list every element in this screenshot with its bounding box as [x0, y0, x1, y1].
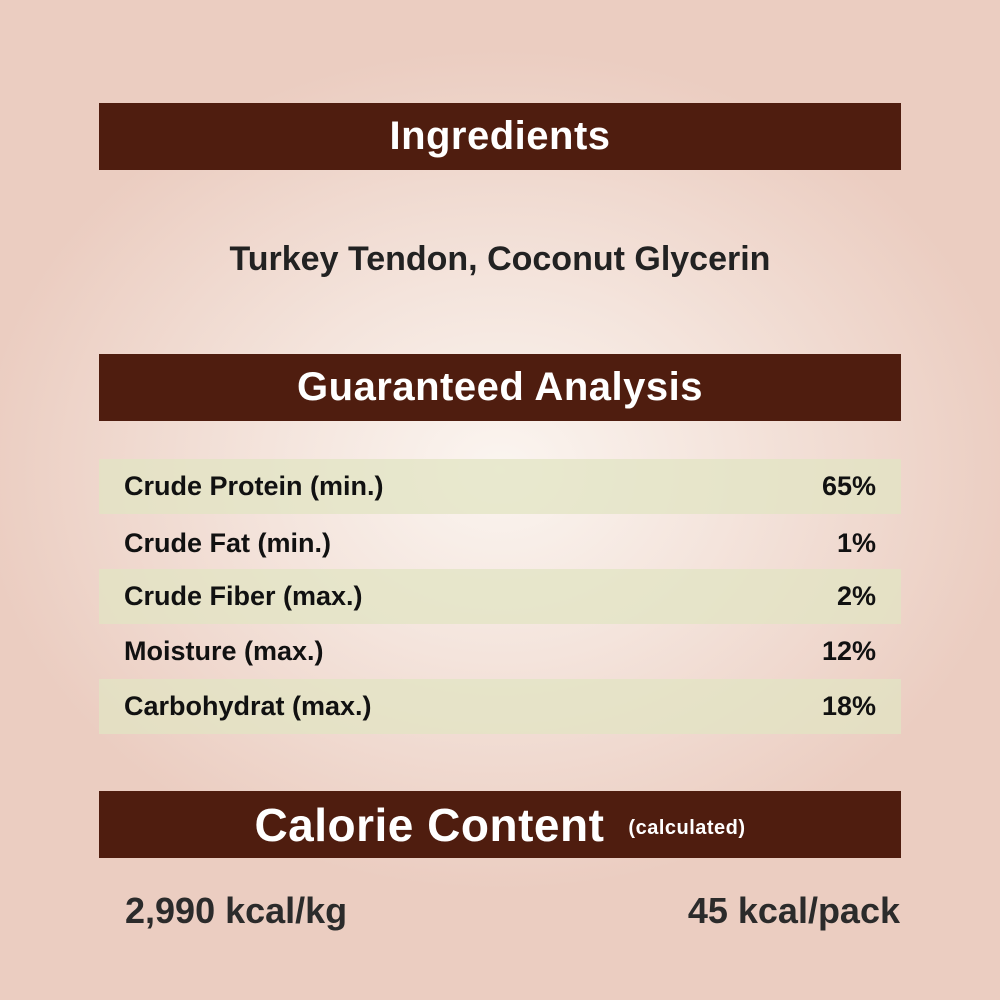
calorie-per-kg: 2,990 kcal/kg	[125, 890, 348, 931]
analysis-title: Guaranteed Analysis	[297, 365, 703, 409]
calorie-header: Calorie Content (calculated)	[99, 791, 901, 858]
ingredients-title: Ingredients	[389, 114, 611, 158]
ingredients-text: Turkey Tendon, Coconut Glycerin	[229, 240, 771, 278]
ingredients-header: Ingredients	[99, 103, 901, 170]
calorie-per-pack: 45 kcal/pack	[687, 890, 900, 931]
row-label: Crude Fiber (max.)	[124, 581, 363, 611]
row-value: 18%	[821, 691, 876, 721]
analysis-row: Crude Fat (min.) 1%	[99, 516, 901, 571]
row-value: 1%	[836, 528, 876, 558]
row-value: 65%	[821, 471, 876, 501]
row-label: Carbohydrat (max.)	[124, 691, 372, 721]
row-label: Crude Protein (min.)	[124, 471, 384, 501]
row-value: 12%	[821, 636, 876, 666]
analysis-row: Carbohydrat (max.) 18%	[99, 679, 901, 734]
row-label: Crude Fat (min.)	[124, 528, 331, 558]
row-label: Moisture (max.)	[124, 636, 324, 666]
analysis-header: Guaranteed Analysis	[99, 354, 901, 421]
calorie-title: Calorie Content	[254, 798, 605, 851]
analysis-row: Moisture (max.) 12%	[99, 624, 901, 679]
calorie-subtitle: (calculated)	[628, 817, 746, 839]
row-value: 2%	[836, 581, 876, 611]
analysis-row: Crude Protein (min.) 65%	[99, 459, 901, 514]
analysis-row: Crude Fiber (max.) 2%	[99, 569, 901, 624]
